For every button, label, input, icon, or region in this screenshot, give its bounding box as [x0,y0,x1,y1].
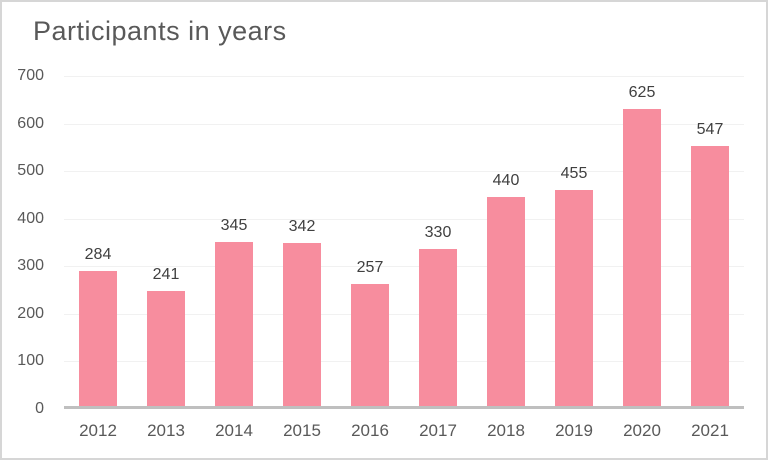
bars-row: 284 241 345 342 257 330 440 455 625 547 [64,76,744,406]
bar-value-label: 440 [492,172,520,189]
bar-group-2019: 455 [540,76,608,406]
bar-2014 [215,242,253,406]
gridline-200 [64,313,744,315]
bar-value-label: 330 [424,224,452,241]
x-axis-tick-label: 2013 [147,421,185,440]
bar-value-label: 547 [696,121,724,138]
gridline-400 [64,218,744,220]
bar-2020 [623,109,661,406]
x-axis-tick-label: 2017 [419,421,457,440]
x-axis-tick-label: 2020 [623,421,661,440]
bar-value-label: 345 [220,217,248,234]
gridline-500 [64,171,744,173]
bar-value-label: 455 [560,165,588,182]
bar-group-2016: 257 [336,76,404,406]
bar-value-label: 257 [356,259,384,276]
x-axis-tick-label: 2014 [215,421,253,440]
bar-value-label: 342 [288,218,316,235]
bar-group-2012: 284 [64,76,132,406]
y-axis-tick-label: 300 [17,257,44,275]
y-axis-tick-label: 0 [35,400,44,417]
bar-value-label: 625 [628,84,656,101]
bar-value-label: 241 [152,266,180,283]
gridline-600 [64,123,744,125]
bar-group-2017: 330 [404,76,472,406]
bar-2015 [283,243,321,406]
bar-group-2013: 241 [132,76,200,406]
bar-group-2018: 440 [472,76,540,406]
bar-2017 [419,249,457,406]
bar-group-2015: 342 [268,76,336,406]
gridline-300 [64,266,744,268]
x-axis-tick-label: 2019 [555,421,593,440]
bar-group-2021: 547 [676,76,744,406]
bar-2019 [555,190,593,406]
y-axis-tick-label: 100 [17,352,44,370]
plot-area: 284 241 345 342 257 330 440 455 625 547 [64,76,744,409]
x-axis-tick-label: 2015 [283,421,321,440]
x-axis-tick-label: 2021 [691,421,729,440]
bar-2013 [147,291,185,406]
y-axis-tick-label: 500 [17,162,44,180]
y-axis: 0 100 200 300 400 500 600 700 [2,67,54,417]
bar-2012 [79,271,117,406]
bar-value-label: 284 [84,246,112,263]
bar-2021 [691,146,729,406]
gridline-100 [64,361,744,363]
x-axis-tick-label: 2012 [79,421,117,440]
chart-title: Participants in years [33,16,287,46]
x-axis: 2012 2013 2014 2015 2016 2017 2018 2019 2020 2021 [64,421,744,445]
gridline-700 [64,76,744,77]
x-axis-tick-label: 2018 [487,421,525,440]
bar-group-2020: 625 [608,76,676,406]
y-axis-tick-label: 700 [17,67,44,84]
bar-2016 [351,284,389,406]
y-axis-tick-label: 400 [17,209,44,227]
y-axis-tick-label: 600 [17,114,44,132]
bar-2018 [487,197,525,406]
bar-group-2014: 345 [200,76,268,406]
y-axis-tick-label: 200 [17,304,44,322]
x-axis-tick-label: 2016 [351,421,389,440]
